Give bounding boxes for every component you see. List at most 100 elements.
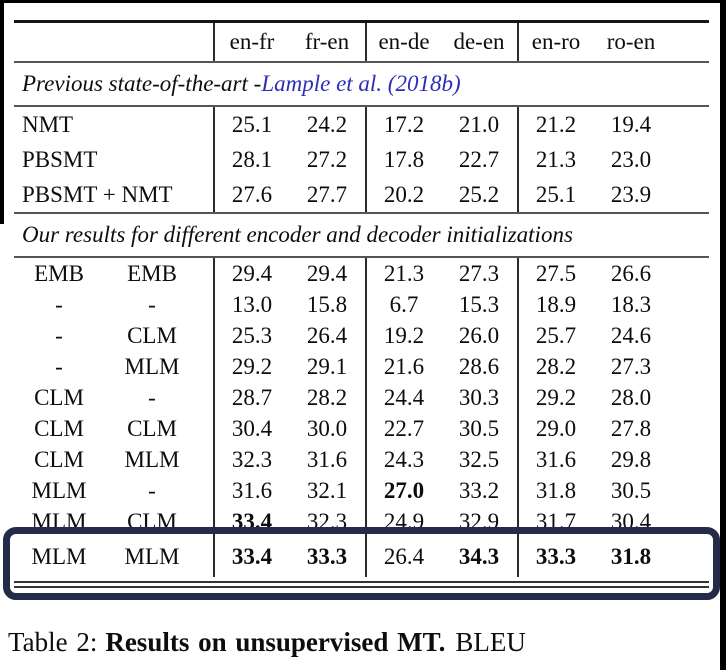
label-pad <box>200 289 213 320</box>
bleu-value: 21.2 <box>517 107 593 142</box>
bleu-value: 21.3 <box>365 258 441 289</box>
label-pad <box>200 413 213 444</box>
bottom-rule-line-2 <box>14 586 709 588</box>
section-previous-sota: Previous state-of-the-art - Lample et al… <box>14 63 709 105</box>
bleu-value: 15.8 <box>306 291 348 317</box>
bleu-value: 26.6 <box>610 260 652 286</box>
row-pad <box>669 107 709 142</box>
label-pad <box>200 475 213 506</box>
bleu-value: 25.1 <box>213 107 289 142</box>
table-row: MLM - 31.6 32.1 27.0 33.2 31.8 30.5 <box>14 475 709 506</box>
bleu-value: 33.3 <box>517 537 593 577</box>
bleu-value: 17.2 <box>365 107 441 142</box>
label-pad <box>200 444 213 475</box>
header-spacer <box>14 23 213 61</box>
bleu-value: 27.2 <box>306 146 348 172</box>
table-row: EMB EMB 29.4 29.4 21.3 27.3 27.5 26.6 <box>14 258 709 289</box>
table-bottom-double-rule <box>14 581 709 588</box>
caption-label: Table 2: <box>8 627 98 657</box>
bleu-value: 32.5 <box>458 446 500 472</box>
bleu-value: 13.0 <box>213 289 289 320</box>
encoder-init-label: CLM <box>34 415 84 441</box>
encoder-init-label: CLM <box>34 384 84 410</box>
bleu-value: 21.0 <box>458 111 500 137</box>
bleu-value: 27.5 <box>517 258 593 289</box>
column-header-en-ro: en-ro <box>517 23 593 61</box>
decoder-init-label: MLM <box>124 353 180 379</box>
row-pad <box>669 142 709 177</box>
decoder-init-label: EMB <box>127 260 177 286</box>
row-pad <box>669 258 709 289</box>
bleu-value: 29.4 <box>306 260 348 286</box>
column-header-de-en: de-en <box>453 29 505 54</box>
column-header-en-fr: en-fr <box>213 23 289 61</box>
column-header-fr-en: fr-en <box>304 29 350 54</box>
table-row: PBSMT + NMT 27.6 27.7 20.2 25.2 25.1 23.9 <box>14 177 709 212</box>
table-top-rule <box>14 20 709 23</box>
encoder-init-label: MLM <box>31 477 87 503</box>
bleu-value: 26.4 <box>365 537 441 577</box>
bleu-value: 31.8 <box>610 544 652 569</box>
bleu-value: 20.2 <box>365 177 441 212</box>
rule-above-init-rows <box>14 256 709 258</box>
bleu-value: 28.2 <box>517 351 593 382</box>
bleu-value: 28.0 <box>610 384 652 410</box>
bleu-value: 31.6 <box>213 475 289 506</box>
bleu-value: 25.1 <box>517 177 593 212</box>
encoder-init-label: - <box>55 291 63 317</box>
caption-bold-title: Results on unsupervised MT. <box>105 627 446 657</box>
bleu-value: 17.8 <box>365 142 441 177</box>
section-our-results-text: Our results for different encoder and de… <box>22 222 573 247</box>
table-row: CLM MLM 32.3 31.6 24.3 32.5 31.6 29.8 <box>14 444 709 475</box>
bleu-value: 32.1 <box>306 477 348 503</box>
bleu-value: 15.3 <box>458 291 500 317</box>
row-pad <box>669 475 709 506</box>
section-previous-sota-text: Previous state-of-the-art - <box>22 71 262 96</box>
crop-border-right <box>720 0 726 670</box>
table-row: - MLM 29.2 29.1 21.6 28.6 28.2 27.3 <box>14 351 709 382</box>
encoder-init-label: - <box>55 353 63 379</box>
bleu-value: 30.0 <box>306 415 348 441</box>
highlight-annotation-box <box>3 527 720 600</box>
bleu-value: 26.0 <box>458 322 500 348</box>
label-pad <box>200 320 213 351</box>
bleu-value: 27.3 <box>610 353 652 379</box>
bleu-value: 27.8 <box>610 415 652 441</box>
bleu-value: 29.4 <box>213 258 289 289</box>
table-row: CLM CLM 30.4 30.0 22.7 30.5 29.0 27.8 <box>14 413 709 444</box>
bleu-value: 6.7 <box>365 289 441 320</box>
row-pad <box>669 320 709 351</box>
bleu-value: 29.8 <box>610 446 652 472</box>
bleu-value: 22.7 <box>365 413 441 444</box>
sota-rows-group: NMT 25.1 24.2 17.2 21.0 21.2 19.4 PBSMT 28.1 27.2… <box>14 107 709 212</box>
bleu-value: 31.8 <box>517 475 593 506</box>
bleu-value: 24.6 <box>610 322 652 348</box>
rule-below-sota-rows <box>14 212 709 214</box>
table-row: CLM - 28.7 28.2 24.4 30.3 29.2 28.0 <box>14 382 709 413</box>
caption-suffix: BLEU <box>455 627 526 657</box>
decoder-init-label: MLM <box>124 544 180 569</box>
citation-link-lample-2018b[interactable]: Lample et al. (2018b) <box>261 71 461 96</box>
column-header-en-de: en-de <box>365 23 441 61</box>
results-table: en-fr fr-en en-de de-en en-ro ro-en Previous … <box>14 20 709 588</box>
row-pad <box>669 177 709 212</box>
bleu-value: 28.7 <box>213 382 289 413</box>
bleu-value: 31.6 <box>306 446 348 472</box>
bleu-value: 25.7 <box>517 320 593 351</box>
table-row: NMT 25.1 24.2 17.2 21.0 21.2 19.4 <box>14 107 709 142</box>
decoder-init-label: MLM <box>124 446 180 472</box>
encoder-init-label: - <box>55 322 63 348</box>
bleu-value: 33.4 <box>213 537 289 577</box>
bleu-value: 19.2 <box>365 320 441 351</box>
bleu-value: 28.6 <box>458 353 500 379</box>
encoder-init-label: CLM <box>34 446 84 472</box>
bleu-value: 18.9 <box>517 289 593 320</box>
rule-above-sota-rows <box>14 105 709 107</box>
header-pad <box>669 23 709 61</box>
bleu-value: 27.7 <box>306 181 348 207</box>
bleu-value: 28.1 <box>213 142 289 177</box>
table-header-row: en-fr fr-en en-de de-en en-ro ro-en <box>14 23 709 61</box>
decoder-init-label: - <box>148 384 156 410</box>
bleu-value: 31.6 <box>517 444 593 475</box>
